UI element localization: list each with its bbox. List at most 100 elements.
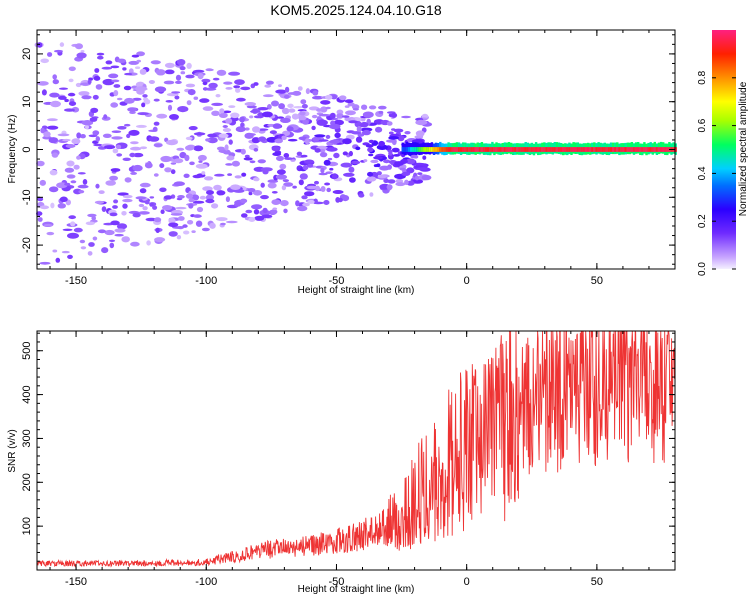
spectrogram-cell bbox=[68, 78, 74, 83]
colorbar-label: Normalized spectral amplitude bbox=[738, 81, 749, 216]
x-tick-label: 50 bbox=[591, 576, 603, 588]
spectrogram-cell bbox=[301, 195, 308, 200]
spectrogram-cell bbox=[177, 195, 185, 199]
spectrogram-cell bbox=[129, 152, 136, 158]
spectrogram-marks bbox=[34, 42, 677, 265]
signal-band-cell bbox=[537, 147, 540, 152]
spectrogram-cell bbox=[213, 184, 222, 191]
spectrogram-cell bbox=[329, 139, 341, 144]
spectrogram-cell bbox=[313, 198, 318, 204]
spectrogram-cell bbox=[139, 146, 148, 150]
spectrogram-cell bbox=[78, 91, 90, 96]
signal-band-cell bbox=[416, 147, 419, 152]
spectrogram-cell bbox=[244, 102, 257, 106]
signal-band-cell bbox=[543, 147, 546, 152]
spectrogram-cell bbox=[116, 223, 128, 230]
spectrogram-cell bbox=[286, 126, 294, 132]
spectrogram-cell bbox=[159, 187, 167, 193]
spectrogram-cell bbox=[244, 154, 250, 158]
colorbar-tick-label: 0.0 bbox=[697, 262, 708, 276]
spectrogram-cell bbox=[87, 251, 93, 256]
spectrogram-cell bbox=[387, 149, 394, 153]
signal-band-cell bbox=[580, 147, 584, 152]
spectrogram-cell bbox=[342, 115, 350, 118]
spectrogram-cell bbox=[154, 237, 166, 243]
signal-band-cell bbox=[643, 147, 646, 152]
spectrogram-cell bbox=[124, 123, 131, 127]
spectrogram-cell bbox=[355, 146, 361, 151]
spectrogram-cell bbox=[283, 208, 288, 214]
signal-band-cell bbox=[597, 147, 600, 152]
spectrogram-cell bbox=[78, 190, 85, 194]
signal-band-cell bbox=[480, 147, 484, 152]
spectrogram-cell bbox=[104, 145, 116, 150]
signal-band-cell bbox=[505, 147, 509, 152]
spectrogram-cell bbox=[367, 147, 374, 153]
spectrogram-cell bbox=[370, 159, 379, 164]
spectrogram-cell bbox=[228, 71, 241, 76]
y-tick-label: 200 bbox=[21, 473, 33, 491]
signal-band-cell bbox=[637, 147, 640, 152]
signal-band-cell bbox=[518, 147, 521, 152]
signal-band-cell bbox=[499, 147, 502, 152]
spectrogram-cell bbox=[176, 235, 182, 240]
snr-x-ticks: -150 -100 -50 0 50 bbox=[49, 331, 676, 588]
spectrogram-cell bbox=[235, 126, 246, 133]
spectrogram-cell bbox=[365, 144, 374, 148]
spectrogram-cell bbox=[122, 198, 133, 203]
spectrogram-cell bbox=[122, 157, 131, 161]
spectrogram-cell bbox=[47, 52, 53, 57]
spectrogram-cell bbox=[253, 209, 260, 215]
snr-y-ticks: 100 200 300 400 500 bbox=[21, 332, 675, 571]
spectrogram-cell bbox=[131, 54, 140, 58]
spectrogram-cell bbox=[226, 155, 235, 161]
spectrogram-cell bbox=[386, 121, 393, 126]
spectrogram-cell bbox=[296, 151, 303, 156]
signal-band-cell bbox=[551, 147, 554, 152]
signal-band-cell bbox=[545, 147, 548, 152]
spectrogram-cell bbox=[291, 113, 299, 120]
spectrogram-cell bbox=[77, 172, 86, 175]
spectrogram-cell bbox=[230, 184, 241, 190]
spectrogram-cell bbox=[110, 220, 120, 226]
spectrogram-cell bbox=[104, 229, 115, 236]
spectrogram-cell bbox=[46, 118, 58, 122]
spectrogram-cell bbox=[234, 175, 242, 179]
spectrogram-cell bbox=[230, 112, 240, 119]
spectrogram-cell bbox=[356, 125, 362, 133]
x-tick-label: 0 bbox=[464, 576, 470, 588]
spectrogram-cell bbox=[110, 102, 119, 108]
spectrogram-cell bbox=[228, 139, 233, 145]
spectrogram-cell bbox=[378, 105, 387, 110]
spectrogram-cell bbox=[36, 160, 45, 167]
spectrogram-cell bbox=[330, 95, 338, 100]
spectrogram-cell bbox=[304, 138, 310, 145]
signal-band-cell bbox=[626, 147, 629, 152]
spectrogram-cell bbox=[281, 135, 287, 141]
colorbar-tick-label: 0.8 bbox=[697, 70, 708, 84]
spectrogram-cell bbox=[73, 164, 80, 170]
spectrogram-cell bbox=[218, 133, 229, 138]
spectrogram-cell bbox=[66, 160, 75, 167]
spectrogram-cell bbox=[199, 98, 210, 103]
spectrogram-cell bbox=[164, 69, 175, 75]
spectrogram-cell bbox=[225, 163, 234, 166]
spectrogram-cell bbox=[67, 254, 73, 259]
snr-y-axis-label: SNR (v/v) bbox=[7, 429, 18, 472]
spectrogram-cell bbox=[50, 202, 55, 209]
spectrogram-cell bbox=[272, 207, 278, 211]
spectrogram-cell bbox=[37, 42, 43, 48]
spectrogram-cell bbox=[388, 131, 394, 135]
spectrogram-cell bbox=[292, 90, 302, 96]
spectrogram-cell bbox=[130, 241, 140, 247]
signal-band-cell bbox=[493, 147, 496, 152]
spectrogram-cell bbox=[160, 209, 165, 214]
signal-band-cell bbox=[566, 147, 569, 152]
spectrogram-cell bbox=[43, 223, 53, 227]
spectrogram-cell bbox=[110, 65, 120, 69]
signal-band-cell bbox=[459, 147, 463, 152]
y-tick-label: -20 bbox=[21, 237, 33, 253]
spectrogram-cell bbox=[298, 136, 308, 141]
spectrogram-cell bbox=[222, 128, 232, 132]
spectrogram-cell bbox=[405, 158, 416, 165]
